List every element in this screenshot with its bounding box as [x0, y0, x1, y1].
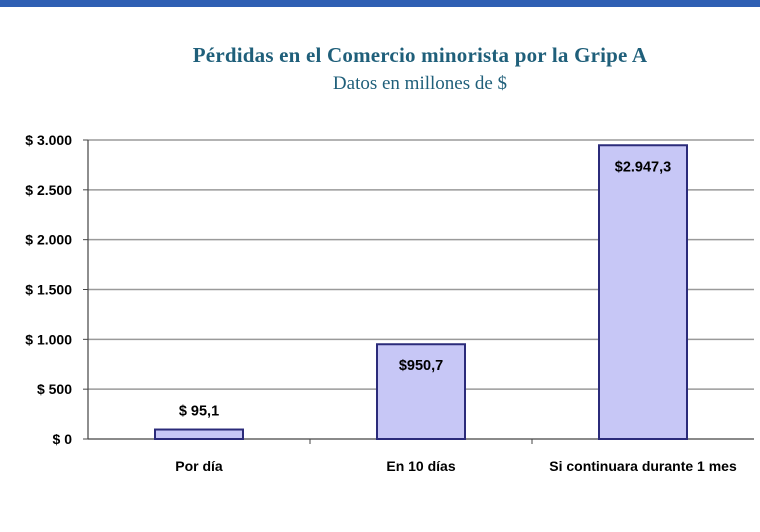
chart-title: Pérdidas en el Comercio minorista por la…: [192, 43, 648, 67]
y-tick-label: $ 1.000: [25, 331, 72, 347]
y-tick-label: $ 1.500: [25, 282, 72, 298]
category-label: Si continuara durante 1 mes: [549, 458, 737, 474]
y-tick-label: $ 2.000: [25, 232, 72, 248]
top-border: [0, 0, 760, 7]
y-tick-label: $ 500: [37, 381, 72, 397]
data-label: $2.947,3: [615, 159, 671, 175]
bar: [376, 343, 466, 440]
data-label: $950,7: [399, 358, 443, 374]
y-tick-label: $ 0: [53, 431, 73, 447]
chart-subtitle: Datos en millones de $: [332, 73, 508, 94]
category-label: Por día: [175, 458, 223, 474]
y-tick-label: $ 2.500: [25, 182, 72, 198]
category-label: En 10 días: [386, 458, 455, 474]
y-tick-label: $ 3.000: [25, 132, 72, 148]
bar: [598, 144, 688, 440]
data-label: $ 95,1: [179, 404, 219, 420]
bar: [154, 428, 244, 440]
